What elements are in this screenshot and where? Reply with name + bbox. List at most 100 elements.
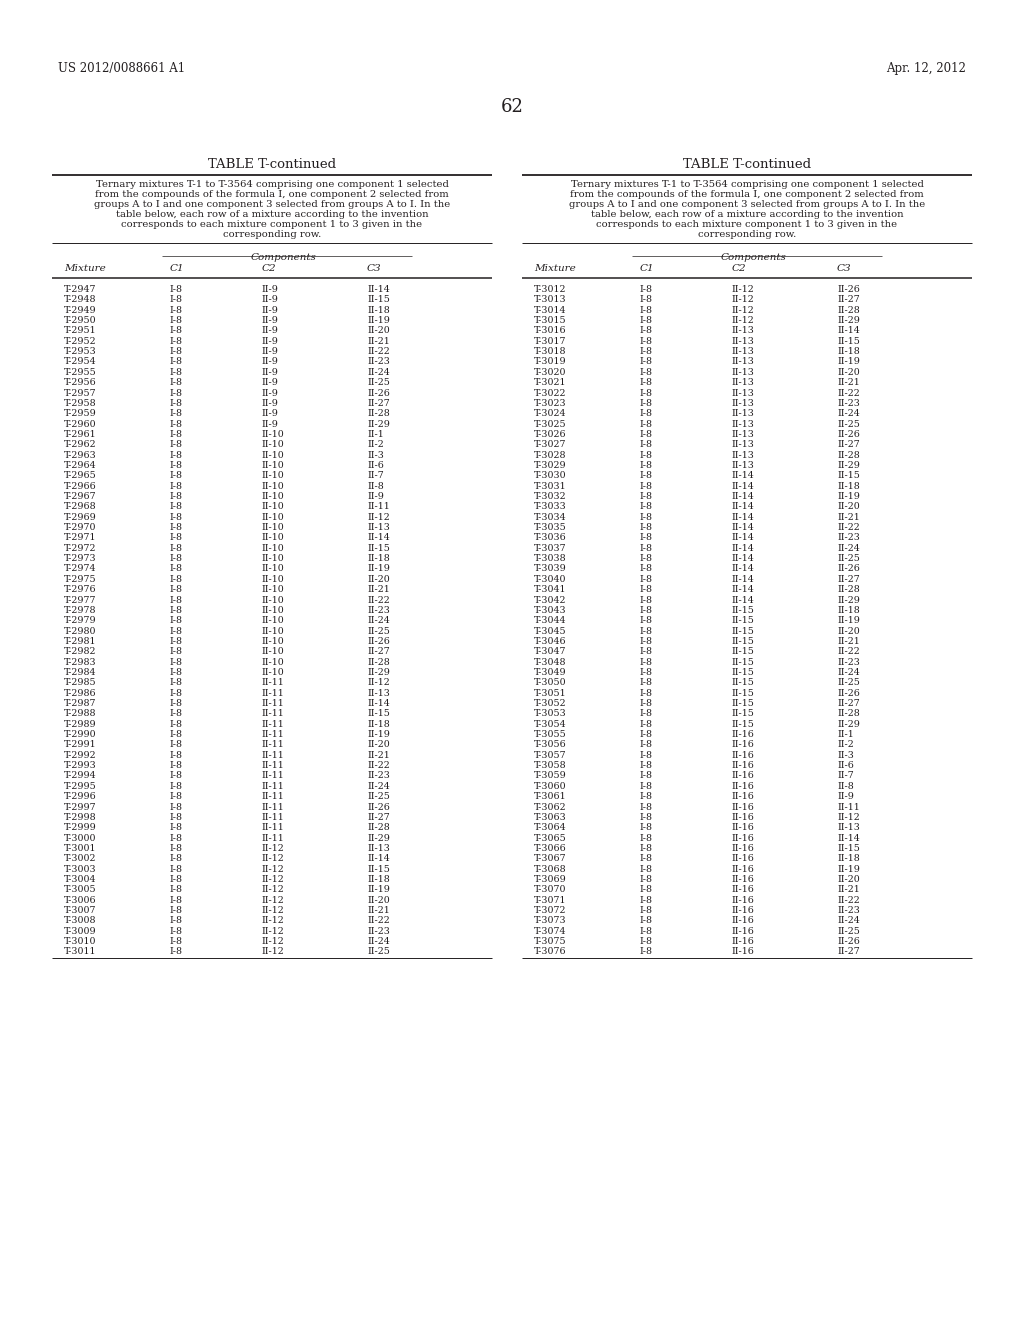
Text: II-18: II-18 — [837, 482, 860, 491]
Text: II-27: II-27 — [837, 441, 860, 449]
Text: I-8: I-8 — [170, 906, 183, 915]
Text: II-10: II-10 — [262, 523, 285, 532]
Text: I-8: I-8 — [170, 554, 183, 564]
Text: II-15: II-15 — [367, 296, 390, 305]
Text: Components: Components — [251, 253, 316, 261]
Text: II-20: II-20 — [367, 574, 390, 583]
Text: II-26: II-26 — [837, 430, 860, 440]
Text: II-9: II-9 — [262, 326, 279, 335]
Text: II-9: II-9 — [367, 492, 384, 502]
Text: I-8: I-8 — [640, 616, 653, 626]
Text: I-8: I-8 — [640, 875, 653, 884]
Text: II-16: II-16 — [732, 854, 755, 863]
Text: II-14: II-14 — [837, 326, 860, 335]
Text: T-3039: T-3039 — [534, 565, 566, 573]
Text: I-8: I-8 — [640, 388, 653, 397]
Text: I-8: I-8 — [640, 368, 653, 376]
Text: II-9: II-9 — [262, 399, 279, 408]
Text: I-8: I-8 — [640, 843, 653, 853]
Text: II-9: II-9 — [262, 420, 279, 429]
Text: I-8: I-8 — [640, 296, 653, 305]
Text: I-8: I-8 — [170, 441, 183, 449]
Text: II-12: II-12 — [262, 896, 285, 904]
Text: I-8: I-8 — [170, 337, 183, 346]
Text: I-8: I-8 — [170, 388, 183, 397]
Text: II-10: II-10 — [262, 471, 285, 480]
Text: II-8: II-8 — [837, 781, 854, 791]
Text: II-13: II-13 — [367, 843, 390, 853]
Text: II-14: II-14 — [732, 533, 755, 543]
Text: T-3005: T-3005 — [63, 886, 96, 895]
Text: T-3073: T-3073 — [534, 916, 566, 925]
Text: II-28: II-28 — [367, 409, 390, 418]
Text: II-12: II-12 — [262, 937, 285, 946]
Text: T-3019: T-3019 — [534, 358, 566, 367]
Text: II-28: II-28 — [837, 306, 860, 314]
Text: I-8: I-8 — [170, 678, 183, 688]
Text: II-13: II-13 — [367, 523, 390, 532]
Text: II-28: II-28 — [837, 450, 860, 459]
Text: Apr. 12, 2012: Apr. 12, 2012 — [886, 62, 966, 75]
Text: T-3026: T-3026 — [534, 430, 566, 440]
Text: I-8: I-8 — [170, 916, 183, 925]
Text: II-12: II-12 — [367, 512, 390, 521]
Text: T-2997: T-2997 — [63, 803, 96, 812]
Text: II-19: II-19 — [367, 565, 390, 573]
Text: II-21: II-21 — [837, 512, 860, 521]
Text: II-14: II-14 — [732, 565, 755, 573]
Text: II-16: II-16 — [732, 948, 755, 957]
Text: II-15: II-15 — [732, 616, 755, 626]
Text: II-15: II-15 — [732, 638, 755, 645]
Text: II-25: II-25 — [367, 627, 390, 635]
Text: T-3002: T-3002 — [63, 854, 96, 863]
Text: T-2963: T-2963 — [63, 450, 96, 459]
Text: T-3022: T-3022 — [534, 388, 566, 397]
Text: II-11: II-11 — [262, 709, 285, 718]
Text: II-14: II-14 — [732, 503, 755, 511]
Text: T-2969: T-2969 — [63, 512, 96, 521]
Text: II-29: II-29 — [837, 719, 860, 729]
Text: II-14: II-14 — [732, 585, 755, 594]
Text: T-3032: T-3032 — [534, 492, 566, 502]
Text: I-8: I-8 — [170, 657, 183, 667]
Text: I-8: I-8 — [640, 792, 653, 801]
Text: T-2958: T-2958 — [63, 399, 96, 408]
Text: II-12: II-12 — [262, 875, 285, 884]
Text: II-16: II-16 — [732, 741, 755, 750]
Text: I-8: I-8 — [640, 337, 653, 346]
Text: table below, each row of a mixture according to the invention: table below, each row of a mixture accor… — [591, 210, 903, 219]
Text: I-8: I-8 — [640, 709, 653, 718]
Text: II-26: II-26 — [837, 689, 860, 698]
Text: C1: C1 — [640, 264, 654, 273]
Text: I-8: I-8 — [640, 482, 653, 491]
Text: T-3046: T-3046 — [534, 638, 566, 645]
Text: II-16: II-16 — [732, 843, 755, 853]
Text: II-15: II-15 — [732, 719, 755, 729]
Text: II-16: II-16 — [732, 792, 755, 801]
Text: II-14: II-14 — [367, 700, 390, 708]
Text: II-27: II-27 — [837, 700, 860, 708]
Text: II-14: II-14 — [732, 544, 755, 553]
Text: C1: C1 — [170, 264, 184, 273]
Text: I-8: I-8 — [640, 689, 653, 698]
Text: II-16: II-16 — [732, 886, 755, 895]
Text: II-26: II-26 — [837, 285, 860, 294]
Text: II-22: II-22 — [367, 762, 390, 770]
Text: T-3040: T-3040 — [534, 574, 566, 583]
Text: II-23: II-23 — [367, 358, 390, 367]
Text: I-8: I-8 — [170, 585, 183, 594]
Text: II-19: II-19 — [367, 315, 390, 325]
Text: T-2964: T-2964 — [63, 461, 96, 470]
Text: II-10: II-10 — [262, 585, 285, 594]
Text: I-8: I-8 — [170, 741, 183, 750]
Text: II-24: II-24 — [367, 937, 390, 946]
Text: II-13: II-13 — [732, 337, 755, 346]
Text: I-8: I-8 — [170, 833, 183, 842]
Text: I-8: I-8 — [640, 574, 653, 583]
Text: I-8: I-8 — [170, 730, 183, 739]
Text: T-3075: T-3075 — [534, 937, 566, 946]
Text: T-3001: T-3001 — [63, 843, 96, 853]
Text: I-8: I-8 — [170, 285, 183, 294]
Text: II-9: II-9 — [262, 337, 279, 346]
Text: T-3049: T-3049 — [534, 668, 566, 677]
